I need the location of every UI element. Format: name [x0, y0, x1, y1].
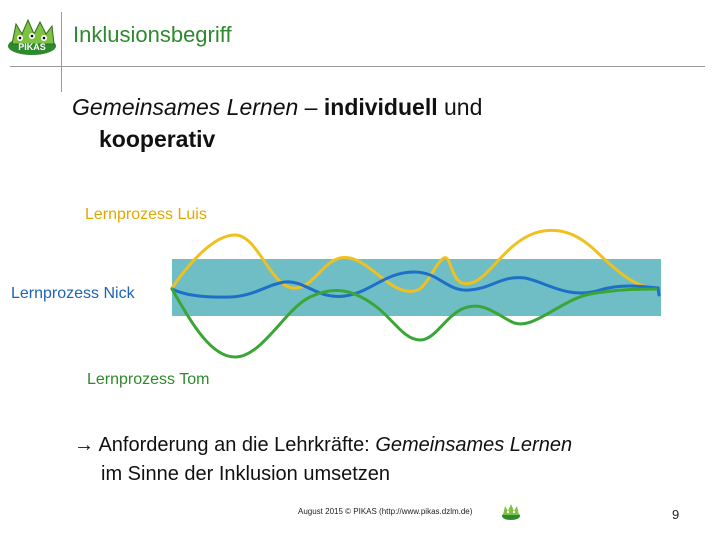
- conclusion-text: → Anforderung an die Lehrkräfte: Gemeins…: [74, 431, 572, 489]
- conclusion-line-1: → Anforderung an die Lehrkräfte: Gemeins…: [74, 434, 572, 456]
- lernprozess-tom-curve: [170, 287, 658, 359]
- slide-subtitle: Gemeinsames Lernen – individuell und koo…: [72, 91, 482, 155]
- arrow-right-icon: →: [74, 434, 94, 456]
- pikas-logo-icon: PIKAS: [8, 18, 56, 55]
- header-vertical-divider: [61, 12, 62, 92]
- subtitle-bold-individuell: individuell: [323, 94, 438, 120]
- label-lernprozess-luis: Lernprozess Luis: [85, 206, 207, 223]
- label-lernprozess-tom: Lernprozess Tom: [87, 371, 210, 388]
- svg-text:PIKAS: PIKAS: [18, 42, 46, 52]
- conclusion-line-2: im Sinne der Inklusion umsetzen: [101, 463, 391, 485]
- header-horizontal-divider: [10, 66, 705, 67]
- subtitle-und: und: [437, 94, 483, 120]
- lernprozess-luis-curve: [170, 228, 658, 293]
- common-learning-band: [172, 259, 661, 316]
- conclusion-italic: Gemeinsames Lernen: [375, 434, 573, 456]
- subtitle-bold-kooperativ: kooperativ: [99, 126, 216, 152]
- subtitle-dash: –: [298, 94, 324, 120]
- conclusion-plain: Anforderung an die Lehrkräfte:: [94, 434, 376, 456]
- slide-title: Inklusionsbegriff: [73, 22, 232, 47]
- label-lernprozess-nick: Lernprozess Nick: [11, 285, 135, 302]
- subtitle-line-1: Gemeinsames Lernen – individuell und: [72, 94, 482, 120]
- footer-copyright: August 2015 © PIKAS (http://www.pikas.dz…: [298, 507, 473, 516]
- page-number: 9: [672, 507, 680, 522]
- subtitle-italic: Gemeinsames Lernen: [72, 94, 299, 120]
- footer-pikas-logo-icon: [502, 504, 520, 520]
- lernprozess-nick-curve: [170, 270, 661, 299]
